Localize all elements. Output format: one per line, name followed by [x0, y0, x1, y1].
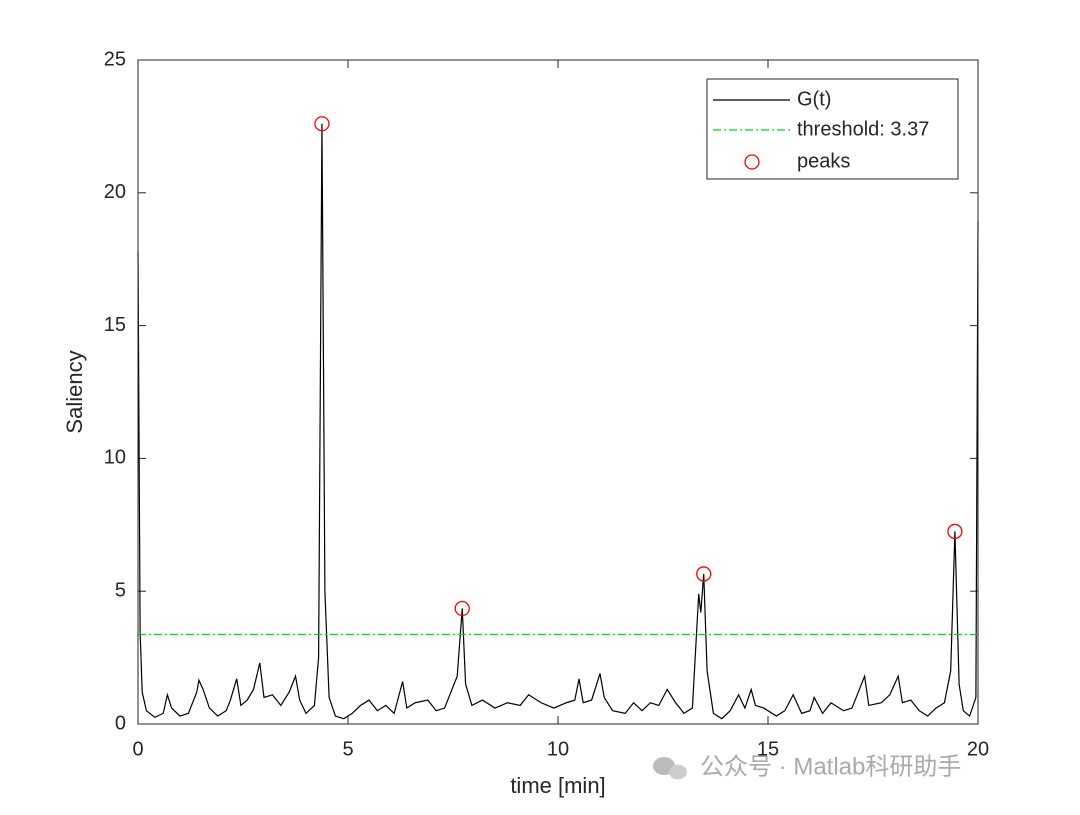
- x-tick-label: 5: [342, 738, 353, 760]
- x-tick-label: 10: [547, 738, 569, 760]
- x-tick-label: 20: [967, 738, 989, 760]
- y-tick-label: 5: [115, 579, 126, 601]
- x-axis-label: time [min]: [510, 773, 605, 798]
- y-tick-label: 20: [104, 181, 126, 203]
- peak-marker: [696, 566, 712, 582]
- legend-label: G(t): [797, 88, 831, 110]
- legend-swatch: [744, 154, 760, 170]
- legend-label: peaks: [797, 150, 850, 172]
- y-tick-label: 25: [104, 48, 126, 70]
- peak-marker: [454, 600, 470, 617]
- legend-label: threshold: 3.37: [797, 118, 929, 140]
- watermark: 公众号 · Matlab科研助手: [700, 753, 961, 780]
- peak-marker: [314, 116, 330, 132]
- y-tick-label: 10: [104, 447, 126, 469]
- watermark-icon: [653, 757, 687, 780]
- x-tick-label: 0: [132, 738, 143, 760]
- y-axis-label: Saliency: [62, 350, 87, 433]
- y-tick-label: 0: [115, 712, 126, 734]
- x-tick-label: 15: [757, 738, 779, 760]
- series-line: [137, 123, 979, 720]
- peak-marker: [947, 523, 963, 540]
- y-tick-label: 15: [104, 314, 126, 336]
- axes-box: [137, 59, 979, 725]
- legend-box: [706, 78, 959, 180]
